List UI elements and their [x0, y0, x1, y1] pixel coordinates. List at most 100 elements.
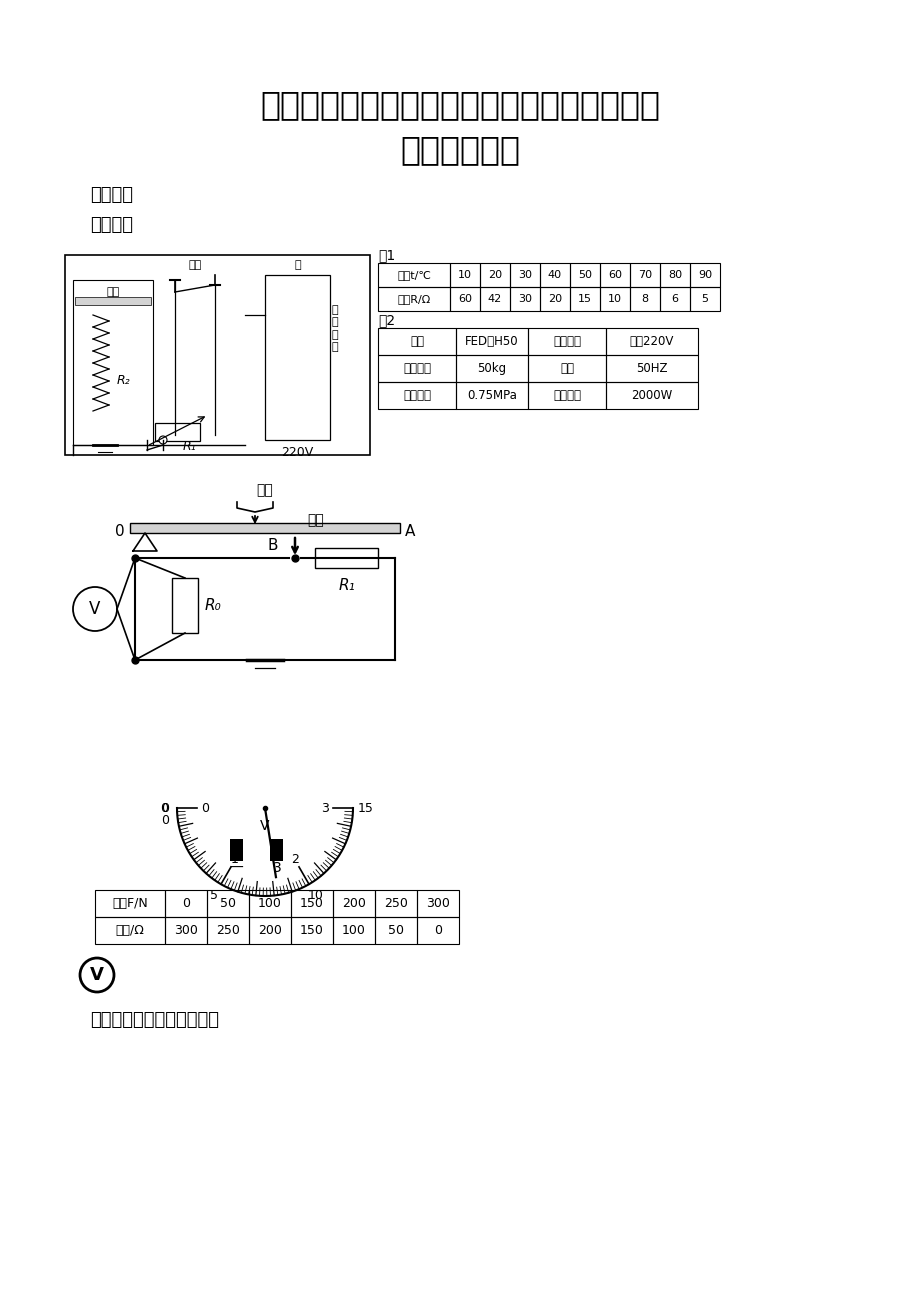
Circle shape [73, 587, 117, 631]
Text: 3: 3 [272, 861, 281, 875]
Text: 50: 50 [388, 924, 403, 937]
Text: 标准文档: 标准文档 [90, 186, 133, 204]
Bar [207, 917, 249, 944]
Bar [528, 381, 606, 409]
Bar [154, 423, 199, 441]
Text: 压力F/N: 压力F/N [112, 897, 148, 910]
Bar [456, 328, 528, 355]
Text: 0: 0 [161, 815, 169, 828]
Text: 额定电压: 额定电压 [552, 335, 581, 348]
Bar [509, 286, 539, 311]
Text: 托盘: 托盘 [256, 483, 273, 497]
Text: 80: 80 [667, 270, 681, 280]
Bar [375, 891, 416, 917]
Text: 10: 10 [607, 294, 621, 303]
Text: 30: 30 [517, 270, 531, 280]
Bar [130, 523, 400, 533]
Text: 150: 150 [300, 924, 323, 937]
Text: 5: 5 [210, 889, 219, 902]
Bar [528, 355, 606, 381]
Bar [165, 891, 207, 917]
Text: 最大水量: 最大水量 [403, 362, 430, 375]
Text: 温度t/℃: 温度t/℃ [397, 270, 430, 280]
Text: 表1: 表1 [378, 247, 395, 262]
Text: B: B [267, 538, 278, 552]
Text: 电
热
水
器: 电 热 水 器 [332, 305, 338, 353]
Bar [378, 355, 456, 381]
Text: 15: 15 [357, 802, 373, 815]
Bar [539, 286, 570, 311]
Bar [65, 255, 369, 454]
Text: 2000W: 2000W [630, 389, 672, 402]
Text: 型号: 型号 [410, 335, 424, 348]
Text: 频率: 频率 [560, 362, 573, 375]
Text: 60: 60 [458, 294, 471, 303]
Bar [570, 286, 599, 311]
Bar [165, 917, 207, 944]
Bar [249, 917, 290, 944]
Bar [333, 917, 375, 944]
Bar [95, 917, 165, 944]
Text: 自动控制与简单机械压轴题: 自动控制与简单机械压轴题 [90, 1010, 219, 1029]
Text: 表2: 表2 [378, 312, 394, 327]
Text: 50: 50 [577, 270, 591, 280]
Text: 50: 50 [220, 897, 236, 910]
Bar [689, 263, 720, 286]
Text: 中学考试压轴题带电磁继电器地自动控制与简: 中学考试压轴题带电磁继电器地自动控制与简 [260, 89, 659, 121]
Text: 20: 20 [548, 294, 562, 303]
Bar [378, 286, 449, 311]
Text: 200: 200 [258, 924, 281, 937]
Bar [659, 286, 689, 311]
Text: 交流220V: 交流220V [630, 335, 674, 348]
Text: 电阻/Ω: 电阻/Ω [116, 924, 144, 937]
Text: 300: 300 [425, 897, 449, 910]
Bar [416, 917, 459, 944]
Text: 42: 42 [487, 294, 502, 303]
Bar [606, 355, 698, 381]
Circle shape [159, 436, 167, 444]
Bar [290, 891, 333, 917]
Text: 6: 6 [671, 294, 678, 303]
Text: 5: 5 [701, 294, 708, 303]
Text: 70: 70 [637, 270, 652, 280]
Bar [375, 917, 416, 944]
Bar [449, 263, 480, 286]
Text: 50kg: 50kg [477, 362, 506, 375]
Text: 30: 30 [517, 294, 531, 303]
Text: 0: 0 [200, 802, 209, 815]
Bar [570, 263, 599, 286]
Bar [207, 891, 249, 917]
Text: 电: 电 [294, 260, 301, 270]
Text: R₁: R₁ [183, 440, 196, 453]
Bar [333, 891, 375, 917]
Bar [249, 891, 290, 917]
Bar [509, 263, 539, 286]
Text: 1: 1 [231, 854, 239, 866]
Text: 额定内压: 额定内压 [403, 389, 430, 402]
Bar [172, 578, 198, 633]
Text: 100: 100 [258, 897, 281, 910]
Text: 150: 150 [300, 897, 323, 910]
Bar [95, 891, 165, 917]
Bar [416, 891, 459, 917]
Bar [480, 263, 509, 286]
Text: 额定功率: 额定功率 [552, 389, 581, 402]
Text: 20: 20 [487, 270, 502, 280]
Text: V: V [90, 966, 104, 984]
Text: R₀: R₀ [205, 598, 221, 613]
Text: 200: 200 [342, 897, 366, 910]
Text: 压杆: 压杆 [307, 513, 323, 527]
Text: 0: 0 [115, 525, 125, 539]
Text: 40: 40 [548, 270, 562, 280]
Text: 100: 100 [342, 924, 366, 937]
Bar [314, 548, 378, 568]
Text: 0: 0 [434, 924, 441, 937]
Bar [606, 381, 698, 409]
Bar [73, 280, 153, 445]
Text: 60: 60 [607, 270, 621, 280]
Text: V: V [260, 819, 269, 833]
Text: 衔铁: 衔铁 [107, 286, 119, 297]
Text: R₁: R₁ [338, 578, 355, 592]
Bar [75, 297, 151, 305]
Bar [269, 838, 283, 861]
